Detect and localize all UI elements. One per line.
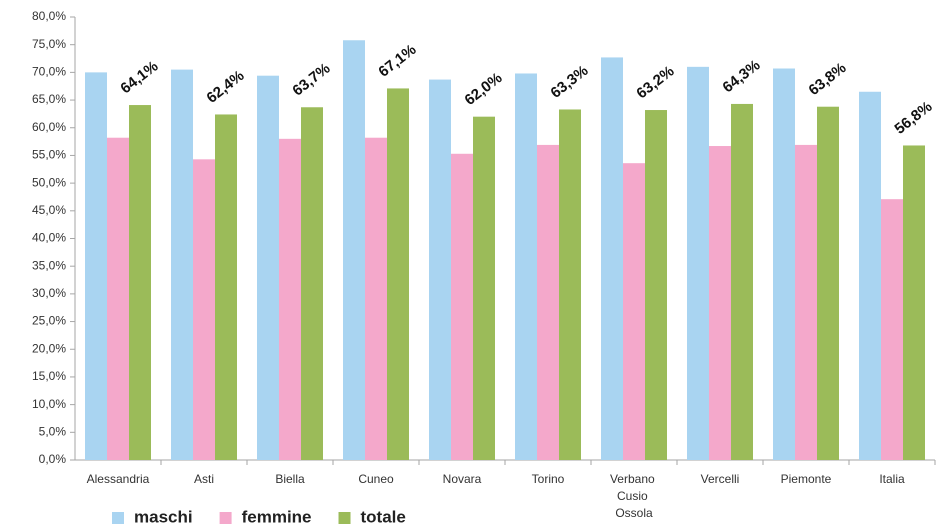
- value-label: 64,1%: [117, 58, 161, 98]
- value-label: 63,3%: [547, 62, 591, 102]
- x-tick-label: Vercelli: [701, 472, 740, 486]
- y-tick-label: 30,0%: [32, 286, 66, 300]
- y-tick-label: 40,0%: [32, 231, 66, 245]
- y-tick-label: 15,0%: [32, 369, 66, 383]
- bar: [795, 144, 817, 460]
- bar: [301, 107, 323, 460]
- x-tick-label: Italia: [879, 472, 905, 486]
- y-tick-label: 80,0%: [32, 9, 66, 23]
- legend-label: totale: [361, 507, 406, 526]
- y-tick-label: 10,0%: [32, 397, 66, 411]
- y-tick-label: 5,0%: [39, 424, 67, 438]
- y-tick-label: 65,0%: [32, 92, 66, 106]
- y-tick-label: 55,0%: [32, 148, 66, 162]
- value-label: 63,2%: [633, 63, 677, 103]
- x-tick-label-line: Verbano: [610, 472, 658, 486]
- x-tick-label: Torino: [532, 472, 565, 486]
- bar: [171, 69, 193, 460]
- x-tick-label: Novara: [443, 472, 482, 486]
- y-tick-label: 20,0%: [32, 341, 66, 355]
- bar: [85, 72, 107, 460]
- bar: [193, 159, 215, 460]
- value-label: 62,4%: [203, 67, 247, 107]
- y-tick-label: 60,0%: [32, 120, 66, 134]
- bar: [623, 163, 645, 460]
- y-tick-label: 45,0%: [32, 203, 66, 217]
- x-tick-label-line: Cusio: [617, 489, 651, 503]
- x-tick-label: Piemonte: [781, 472, 832, 486]
- bar: [257, 75, 279, 460]
- x-tick-label: Cuneo: [358, 472, 394, 486]
- legend-swatch: [112, 512, 124, 524]
- bar: [817, 106, 839, 461]
- x-tick-label: Biella: [275, 472, 305, 486]
- x-tick-label-line: Ossola: [615, 506, 653, 520]
- bar: [709, 146, 731, 460]
- value-label: 67,1%: [375, 41, 419, 81]
- bar: [537, 144, 559, 460]
- bar: [387, 88, 409, 460]
- bar: [645, 110, 667, 460]
- bar: [601, 57, 623, 461]
- bar: [129, 105, 151, 460]
- bar: [515, 73, 537, 461]
- bar: [473, 116, 495, 461]
- legend-label: femmine: [242, 507, 312, 526]
- bar: [429, 79, 451, 460]
- bar: [903, 145, 925, 460]
- value-label: 56,8%: [891, 98, 935, 138]
- legend-label: maschi: [134, 507, 193, 526]
- bar: [107, 137, 129, 460]
- value-label: 62,0%: [461, 69, 505, 109]
- value-label: 63,7%: [289, 60, 333, 100]
- bar: [687, 66, 709, 461]
- y-tick-label: 35,0%: [32, 258, 66, 272]
- value-label: 63,8%: [805, 59, 849, 99]
- bar: [365, 137, 387, 460]
- y-tick-label: 75,0%: [32, 37, 66, 51]
- bar: [773, 68, 795, 460]
- y-tick-label: 0,0%: [39, 452, 67, 466]
- y-tick-label: 50,0%: [32, 175, 66, 189]
- value-label: 64,3%: [719, 57, 763, 97]
- bar: [881, 199, 903, 460]
- y-tick-label: 25,0%: [32, 314, 66, 328]
- bar: [731, 103, 753, 460]
- bar: [279, 138, 301, 460]
- x-tick-label: Asti: [194, 472, 214, 486]
- x-tick-label: Alessandria: [87, 472, 150, 486]
- bar: [343, 40, 365, 460]
- legend-swatch: [219, 512, 232, 524]
- bar: [215, 114, 237, 461]
- bar: [859, 91, 881, 460]
- bar: [559, 109, 581, 460]
- bar: [451, 153, 473, 460]
- x-tick-label: Verbano Cusio Ossola: [610, 472, 658, 520]
- y-tick-label: 70,0%: [32, 65, 66, 79]
- legend-swatch: [338, 512, 351, 524]
